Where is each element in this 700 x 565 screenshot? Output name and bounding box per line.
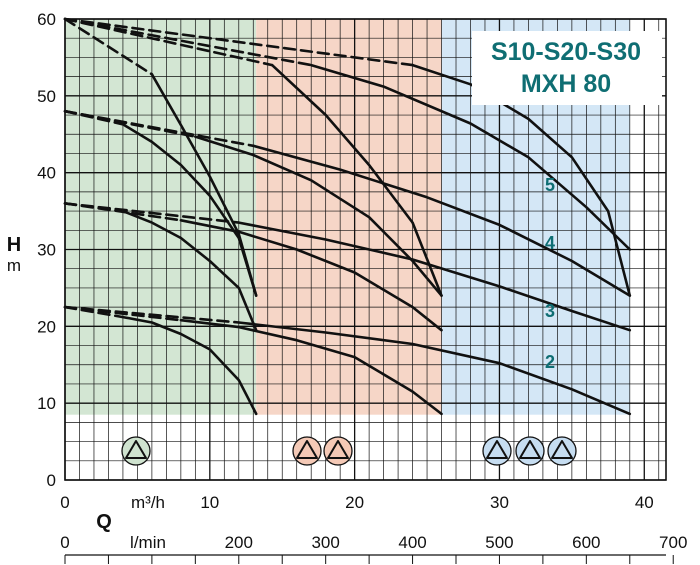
chart-title-line2: MXH 80: [521, 70, 611, 98]
y-tick-label: 10: [37, 394, 56, 413]
triangle-icon: [125, 440, 147, 459]
curves-layer: [63, 17, 632, 416]
y-tick-label: 0: [47, 471, 56, 490]
curve-solid: [411, 63, 632, 297]
lmin-tick-label: 400: [398, 533, 426, 552]
curve-label-5: 5: [545, 175, 555, 195]
curve-dashed: [63, 17, 414, 67]
x-unit-lmin: l/min: [130, 533, 166, 552]
triangle-icon: [296, 440, 318, 459]
zone-s30-symbol: [482, 436, 512, 466]
curve-solid: [194, 135, 443, 297]
x-axis-symbol: Q: [96, 511, 112, 533]
x-unit-m3h: m³/h: [131, 493, 165, 512]
zone-s20-symbol: [323, 436, 353, 466]
y-tick-label: 50: [37, 87, 56, 106]
x-tick-label: 20: [345, 493, 364, 512]
y-tick-label: 60: [37, 10, 56, 29]
lmin-tick-label: 600: [572, 533, 600, 552]
zone-s10-symbol: [121, 436, 151, 466]
curve-dashed: [63, 305, 241, 324]
y-axis-label: H: [7, 234, 21, 256]
triangle-icon: [551, 440, 573, 459]
zone-s30-symbol: [547, 436, 577, 466]
chart-title-line1: S10-S20-S30: [491, 38, 641, 66]
lmin-tick-label: 500: [485, 533, 513, 552]
curve-dashed: [63, 17, 154, 76]
curve-solid: [270, 63, 443, 297]
curve-solid: [179, 318, 443, 416]
curve-dashed: [63, 109, 255, 148]
x-tick-label: 0: [60, 493, 69, 512]
curve-solid: [309, 63, 632, 251]
curve-solid: [237, 221, 632, 332]
lmin-tick-label: 700: [659, 533, 687, 552]
x-tick-label: 30: [490, 493, 509, 512]
curve-dashed: [63, 202, 241, 224]
curve-label-3: 3: [545, 301, 555, 321]
lmin-tick-label: 300: [311, 533, 339, 552]
curve-solid: [121, 315, 258, 416]
curve-solid: [252, 144, 632, 297]
triangle-icon: [486, 440, 508, 459]
curve-solid: [150, 73, 258, 297]
curve-label-2: 2: [545, 352, 555, 372]
y-tick-label: 20: [37, 317, 56, 336]
title-box: [472, 31, 662, 105]
y-tick-label: 30: [37, 241, 56, 260]
curve-solid: [179, 219, 443, 332]
symbols-layer: [121, 436, 577, 466]
triangle-icon: [519, 440, 541, 459]
x-tick-label: 10: [200, 493, 219, 512]
y-tick-label: 40: [37, 164, 56, 183]
y-axis-unit: m: [7, 256, 21, 275]
plot-frame: [64, 18, 667, 481]
curve-solid: [237, 321, 632, 416]
curve-label-4: 4: [545, 233, 555, 253]
curve-dashed: [63, 17, 274, 67]
curve-solid: [121, 209, 258, 332]
zone-s20-symbol: [292, 436, 322, 466]
x-tick-label: 40: [635, 493, 654, 512]
triangle-icon: [327, 440, 349, 459]
curve-dashed: [63, 17, 313, 67]
lmin-tick-label: 0: [60, 533, 69, 552]
lmin-tick-label: 200: [225, 533, 253, 552]
zone-s30-symbol: [515, 436, 545, 466]
zone-s20: [256, 19, 442, 415]
